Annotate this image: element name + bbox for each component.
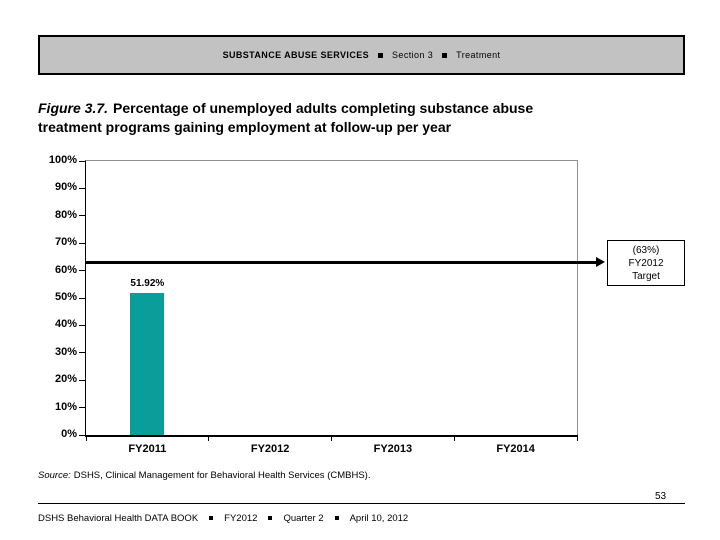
x-axis-tick <box>454 435 455 441</box>
square-bullet-icon <box>268 516 273 520</box>
source-note: Source: DSHS, Clinical Management for Beh… <box>38 470 370 481</box>
x-axis-category-label: FY2013 <box>373 443 413 455</box>
figure-title: Figure 3.7. Percentage of unemployed adul… <box>38 99 648 137</box>
square-bullet-icon <box>334 516 339 520</box>
y-axis-tick-label: 10% <box>54 400 77 413</box>
bar-value-label: 51.92% <box>130 277 165 289</box>
arrow-right-icon <box>596 257 605 268</box>
y-axis-tick <box>79 270 85 271</box>
page-header-band: SUBSTANCE ABUSE SERVICES Section 3 Treat… <box>38 35 685 75</box>
x-axis-tick <box>331 435 332 441</box>
y-axis-tick-label: 30% <box>54 345 77 358</box>
source-text: DSHS, Clinical Management for Behavioral… <box>73 470 371 481</box>
source-prefix: Source: <box>38 470 71 481</box>
bar-fy2011 <box>130 292 165 435</box>
y-axis-tick-label: 80% <box>54 208 77 221</box>
target-label-line: FY2012 <box>628 257 664 269</box>
target-label-line: Target <box>632 270 660 282</box>
y-axis-tick <box>79 161 85 162</box>
y-axis-tick <box>79 407 85 408</box>
figure-title-line1: Percentage of unemployed adults completi… <box>113 100 534 116</box>
y-axis-tick <box>79 435 85 436</box>
target-annotation-box: (63%) FY2012 Target <box>607 240 685 287</box>
x-axis-tick <box>86 435 87 441</box>
y-axis-tick <box>79 380 85 381</box>
footer-item: Quarter 2 <box>283 513 324 524</box>
footer-item: FY2012 <box>224 513 258 524</box>
x-axis-category-label: FY2014 <box>496 443 535 455</box>
x-axis-tick <box>577 435 578 441</box>
y-axis-tick <box>79 298 85 299</box>
y-axis-tick <box>79 352 85 353</box>
target-label-line: (63%) <box>632 244 660 256</box>
target-line <box>86 260 597 264</box>
footer: DSHS Behavioral Health DATA BOOK FY2012 Qu… <box>38 513 408 524</box>
header-services-label: SUBSTANCE ABUSE SERVICES <box>222 50 370 60</box>
plot-area: 0% 10% 20% 30% 40% 50% 60% 70% 80% 90% 100% FY2011 F… <box>49 154 605 455</box>
y-axis-tick-label: 20% <box>54 373 77 386</box>
y-axis-tick-label: 100% <box>48 154 77 166</box>
header-topic-label: Treatment <box>456 50 501 60</box>
x-axis-category-label: FY2012 <box>250 443 290 455</box>
y-axis-tick-label: 40% <box>54 318 77 331</box>
footer-item: DSHS Behavioral Health DATA BOOK <box>38 513 199 524</box>
square-bullet-icon <box>378 52 384 58</box>
square-bullet-icon <box>209 516 214 520</box>
figure-title-line2: treatment programs gaining employment at… <box>38 119 452 135</box>
square-bullet-icon <box>442 52 448 58</box>
figure-number-label: Figure 3.7. <box>38 100 109 116</box>
y-axis-tick-label: 0% <box>61 428 77 440</box>
page-number: 53 <box>655 491 667 502</box>
y-axis-tick <box>79 188 85 189</box>
x-axis-tick <box>208 435 209 441</box>
y-axis-tick-label: 50% <box>54 291 77 303</box>
y-axis-tick <box>79 325 85 326</box>
y-axis-tick-label: 70% <box>54 236 77 249</box>
y-axis-tick-label: 60% <box>54 263 77 276</box>
y-axis-tick <box>79 243 85 244</box>
footer-item: April 10, 2012 <box>349 513 409 524</box>
y-axis-tick <box>79 215 85 216</box>
footer-rule <box>38 503 685 504</box>
y-axis-tick-label: 90% <box>54 181 77 194</box>
x-axis-category-label: FY2011 <box>128 443 167 455</box>
header-section-label: Section 3 <box>392 50 434 60</box>
